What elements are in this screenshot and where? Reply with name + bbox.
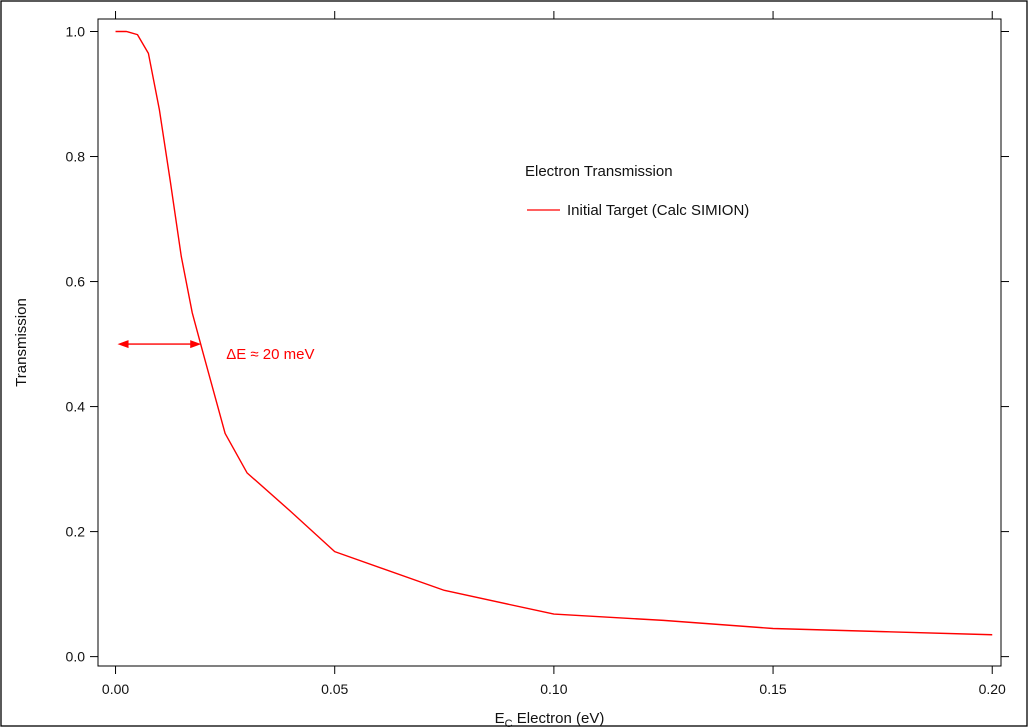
legend-label: Initial Target (Calc SIMION) bbox=[567, 202, 749, 219]
legend: Electron Transmission Initial Target (Cal… bbox=[525, 163, 749, 219]
x-tick-label: 0.05 bbox=[321, 681, 348, 697]
plot-frame bbox=[97, 18, 1002, 667]
axis-ticks bbox=[90, 11, 1009, 674]
y-tick-label: 0.4 bbox=[66, 399, 86, 415]
y-tick-label: 0.2 bbox=[66, 524, 86, 540]
legend-title: Electron Transmission bbox=[525, 163, 673, 180]
delta-e-label: ΔE ≈ 20 meV bbox=[226, 346, 314, 363]
y-axis-title: Transmission bbox=[13, 298, 30, 387]
x-tick-label: 0.15 bbox=[759, 681, 786, 697]
y-tick-label: 0.0 bbox=[66, 649, 86, 665]
delta-e-arrowhead-left bbox=[117, 340, 129, 349]
series-line bbox=[115, 30, 993, 636]
x-tick-label: 0.20 bbox=[979, 681, 1006, 697]
x-axis-title: EC Electron (eV) bbox=[495, 710, 605, 727]
axis-tick-labels: 0.00 0.05 0.10 0.15 0.20 0.0 0.2 0.4 0.6 0.8 1.0 bbox=[66, 24, 1007, 697]
data-series bbox=[115, 30, 993, 636]
delta-e-arrowhead-right bbox=[190, 340, 202, 349]
y-tick-label: 0.8 bbox=[66, 149, 86, 165]
y-tick-label: 0.6 bbox=[66, 274, 86, 290]
x-tick-label: 0.00 bbox=[102, 681, 129, 697]
axis-titles: EC Electron (eV) Transmission bbox=[13, 298, 604, 727]
annotation-group: ΔE ≈ 20 meV bbox=[117, 340, 315, 363]
y-tick-label: 1.0 bbox=[66, 24, 86, 40]
x-tick-label: 0.10 bbox=[540, 681, 567, 697]
